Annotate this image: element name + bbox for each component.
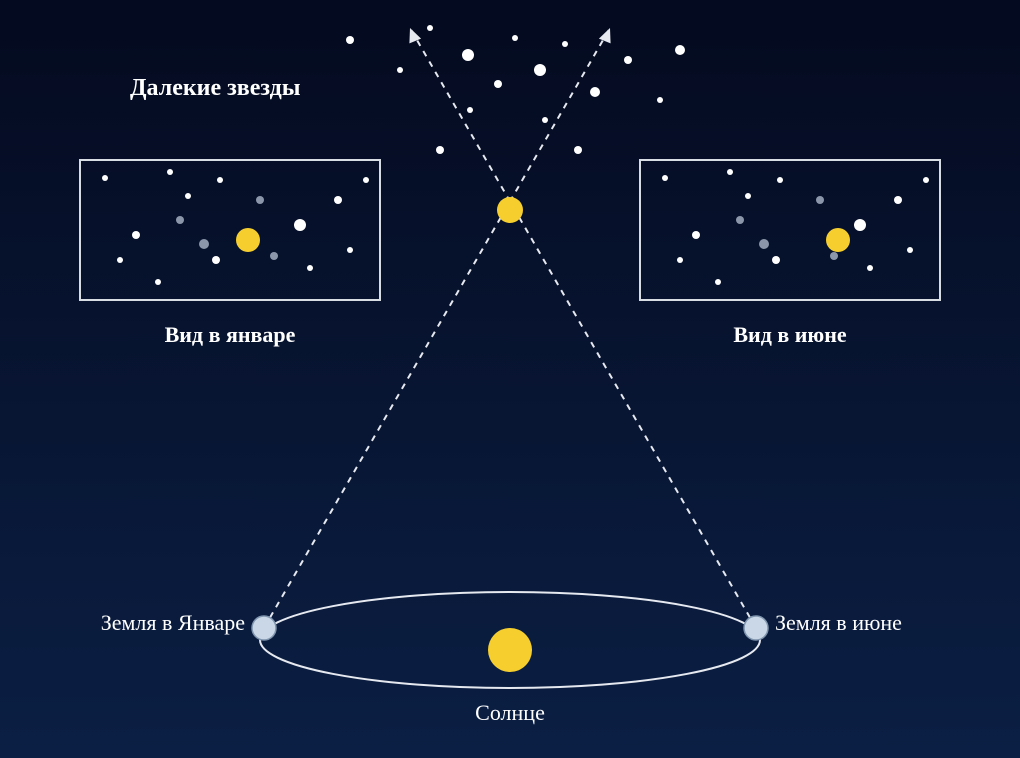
star-dot [307, 265, 313, 271]
sun-label: Солнце [475, 700, 545, 726]
star-dot [132, 231, 140, 239]
background-star-dot [816, 196, 824, 204]
star-dot [217, 177, 223, 183]
star-dot [212, 256, 220, 264]
star-dot [907, 247, 913, 253]
distant-star-dot [562, 41, 568, 47]
distant-star-dot [462, 49, 474, 61]
distant-star-dot [467, 107, 473, 113]
star-dot [923, 177, 929, 183]
distant-star-dot [494, 80, 502, 88]
earth-january-label: Земля в Январе [101, 610, 245, 636]
parallax-diagram: Далекие звезды Вид в январе Вид в июне З… [0, 0, 1020, 758]
distant-star-dot [397, 67, 403, 73]
star-dot [117, 257, 123, 263]
star-dot [334, 196, 342, 204]
distant-star-dot [346, 36, 354, 44]
distant-star-dot [574, 146, 582, 154]
distant-star-dot [675, 45, 685, 55]
earth-june [744, 616, 768, 640]
star-dot [185, 193, 191, 199]
star-dot [167, 169, 173, 175]
star-dot [294, 219, 306, 231]
earth-june-label: Земля в июне [775, 610, 902, 636]
star-dot [363, 177, 369, 183]
star-dot [662, 175, 668, 181]
earth-january [252, 616, 276, 640]
star-dot [692, 231, 700, 239]
distant-star-dot [436, 146, 444, 154]
view-january-label: Вид в январе [165, 322, 296, 348]
diagram-svg [0, 0, 1020, 758]
distant-star-dot [534, 64, 546, 76]
star-dot [777, 177, 783, 183]
star-dot [894, 196, 902, 204]
distant-star-dot [657, 97, 663, 103]
star-dot [867, 265, 873, 271]
star-dot [854, 219, 866, 231]
star-dot [715, 279, 721, 285]
near-star [497, 197, 523, 223]
distant-stars-label: Далекие звезды [130, 75, 301, 102]
distant-star-dot [624, 56, 632, 64]
star-dot [745, 193, 751, 199]
background-star-dot [256, 196, 264, 204]
distant-star-dot [427, 25, 433, 31]
sun-body [488, 628, 532, 672]
background-star-dot [176, 216, 184, 224]
view-june-label: Вид в июне [733, 322, 846, 348]
star-dot [347, 247, 353, 253]
star-dot [727, 169, 733, 175]
background-star-dot [199, 239, 209, 249]
background-star-dot [270, 252, 278, 260]
background-star-dot [759, 239, 769, 249]
near-star-in-view-january [236, 228, 260, 252]
near-star-in-view-june [826, 228, 850, 252]
distant-star-dot [542, 117, 548, 123]
star-dot [102, 175, 108, 181]
distant-star-dot [590, 87, 600, 97]
background-star-dot [736, 216, 744, 224]
star-dot [677, 257, 683, 263]
distant-star-dot [512, 35, 518, 41]
star-dot [155, 279, 161, 285]
background-star-dot [830, 252, 838, 260]
star-dot [772, 256, 780, 264]
